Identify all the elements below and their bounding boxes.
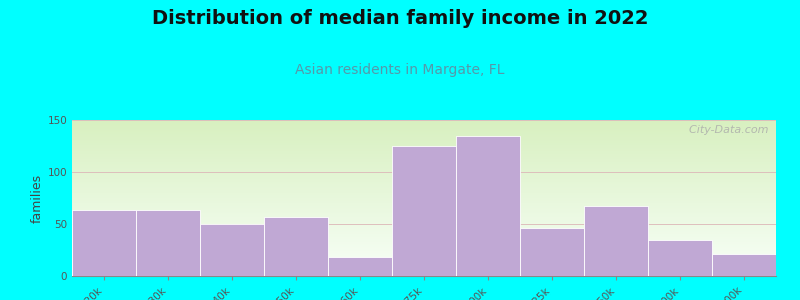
Bar [200, 224, 264, 276]
Bar [72, 211, 136, 276]
Bar [392, 146, 456, 276]
Bar [712, 254, 776, 276]
Text: City-Data.com: City-Data.com [682, 125, 769, 135]
Bar [328, 257, 392, 276]
Bar [456, 136, 520, 276]
Y-axis label: families: families [30, 173, 43, 223]
Bar [520, 228, 584, 276]
Bar [584, 206, 648, 276]
Text: Distribution of median family income in 2022: Distribution of median family income in … [152, 9, 648, 28]
Bar [264, 217, 328, 276]
Bar [136, 211, 200, 276]
Text: Asian residents in Margate, FL: Asian residents in Margate, FL [295, 63, 505, 77]
Bar [648, 240, 712, 276]
